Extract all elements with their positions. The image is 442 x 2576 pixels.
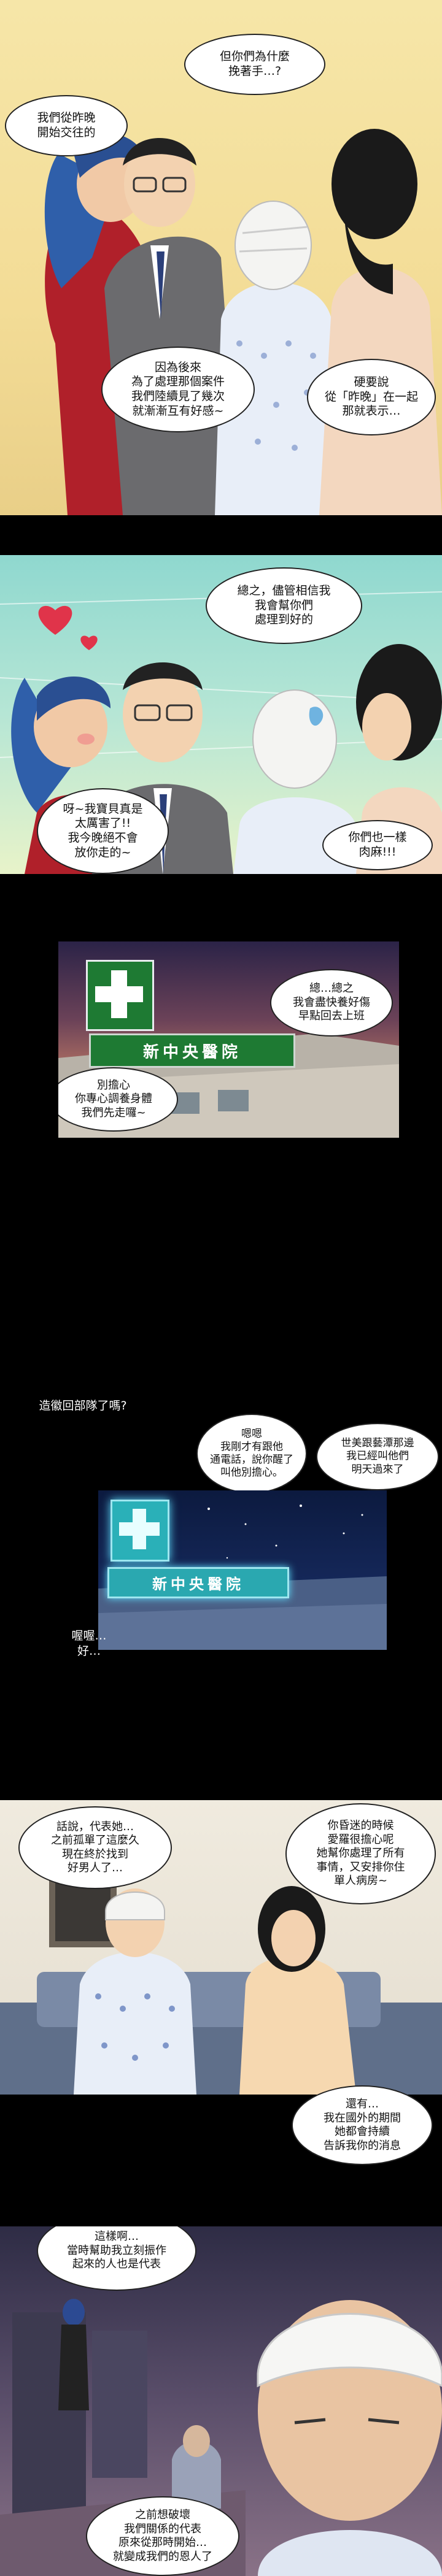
speech-bubble: 因為後來 為了處理那個案件 我們陸續見了幾次 就漸漸互有好感~ xyxy=(101,347,255,432)
panel-3: 新中央醫院 總…總之 我會盡快養好傷 早點回去上班 別擔心 你專心調養身體 我們… xyxy=(58,941,399,1138)
panel-2-art xyxy=(0,591,442,874)
speech-bubble: 世美跟藝潭那邊 我已經叫他們 明天過來了 xyxy=(316,1423,439,1490)
hospital-cross-sign xyxy=(86,960,154,1031)
panel-2: 總之，儘管相信我 我會幫你們 處理到好的 呀~我寶貝真是 太厲害了!! 我今晚絕… xyxy=(0,555,442,874)
speech-bubble: 你們也一樣 肉麻!!! xyxy=(322,820,433,870)
panel-6: 這樣啊… 當時幫助我立刻振作 起來的人也是代表 之前想破壞 我們關係的代表 原來… xyxy=(0,2226,442,2576)
speech-bubble: 嗯嗯 我剛才有跟他 通電話，說你醒了 叫他別擔心。 xyxy=(196,1414,307,1493)
panel-5: 話說，代表她… 之前孤單了這麼久 現在終於找到 好男人了… 你昏迷的時候 愛羅很… xyxy=(0,1800,442,2095)
speech-bubble: 還有… 我在國外的期間 她都會持續 告訴我你的消息 xyxy=(292,2085,433,2165)
speech-bubble: 別擔心 你專心調養身體 我們先走囉~ xyxy=(58,1067,178,1132)
speech-bubble: 總之，儘管相信我 我會幫你們 處理到好的 xyxy=(206,567,362,644)
speech-bubble: 話說，代表她… 之前孤單了這麼久 現在終於找到 好男人了… xyxy=(18,1806,172,1889)
hospital-cross-sign xyxy=(110,1500,169,1562)
speech-bubble: 我們從昨晚 開始交往的 xyxy=(5,95,128,156)
speech-bubble: 這樣啊… 當時幫助我立刻振作 起來的人也是代表 xyxy=(37,2226,196,2291)
speech-bubble: 總…總之 我會盡快養好傷 早點回去上班 xyxy=(270,969,393,1037)
speech-bubble: 你昏迷的時候 愛羅很擔心呢 她幫你處理了所有 事情，又安排你住 單人病房~ xyxy=(285,1803,436,1904)
speech-bubble: 呀~我寶貝真是 太厲害了!! 我今晚絕不會 放你走的~ xyxy=(37,788,169,874)
panel-1: 但你們為什麼 挽著手…? 我們從昨晚 開始交往的 因為後來 為了處理那個案件 我… xyxy=(0,0,442,515)
speech-bubble: 但你們為什麼 挽著手…? xyxy=(184,34,325,95)
speech-bubble: 硬要說 從「昨晚」在一起 那就表示… xyxy=(307,359,436,435)
narration-text: 造徽回部隊了嗎? xyxy=(39,1399,127,1413)
speech-bubble: 之前想破壞 我們關係的代表 原來從那時開始… 就變成我們的恩人了 xyxy=(86,2496,239,2576)
hospital-name-sign: 新中央醫院 xyxy=(89,1033,295,1068)
panel-4: 新中央醫院 xyxy=(98,1490,387,1650)
narration-text: 喔喔… 好… xyxy=(71,1629,107,1658)
hospital-name-sign: 新中央醫院 xyxy=(107,1567,289,1598)
